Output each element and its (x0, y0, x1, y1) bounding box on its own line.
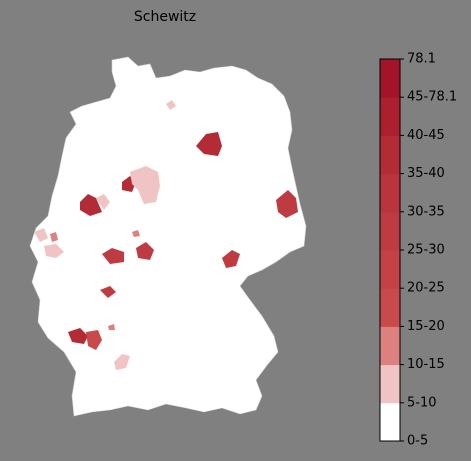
region (136, 242, 154, 260)
region (96, 194, 110, 210)
region (222, 250, 240, 268)
colorbar-bin (380, 173, 400, 213)
colorbar-label: 15-20 (407, 319, 445, 334)
colorbar-bin (380, 402, 400, 442)
colorbar-bin (380, 135, 400, 175)
colorbar: 0-5 5-10 10-15 15-20 20-25 25-30 30-35 35-40 40-… (379, 52, 457, 449)
region (114, 354, 130, 370)
region (34, 228, 48, 242)
germany-map (29, 56, 307, 417)
region (108, 324, 115, 330)
region (132, 230, 140, 237)
colorbar-bin (380, 364, 400, 404)
colorbar-label: 78.1 (407, 52, 436, 67)
region (102, 248, 124, 264)
country-outline (29, 56, 307, 417)
colorbar-label: 25-30 (407, 243, 445, 258)
region (50, 232, 58, 242)
region (68, 328, 88, 344)
region (100, 286, 116, 298)
colorbar-label: 30-35 (407, 204, 445, 219)
region (276, 190, 298, 218)
region (44, 244, 64, 258)
region (80, 194, 102, 216)
colorbar-bin (380, 288, 400, 327)
region (166, 100, 176, 110)
map-title: Schewitz (134, 9, 196, 25)
colorbar-label: 5-10 (407, 395, 437, 410)
colorbar-label: 35-40 (407, 166, 445, 181)
colorbar-label: 10-15 (407, 357, 445, 372)
colorbar-bin (380, 59, 400, 98)
colorbar-label: 0-5 (407, 434, 428, 449)
colorbar-bin (380, 97, 400, 136)
region (196, 132, 222, 156)
colorbar-label: 45-78.1 (407, 90, 457, 105)
colorbar-bin (380, 211, 400, 251)
colorbar-label: 20-25 (407, 281, 445, 296)
region (86, 330, 102, 350)
shaded-regions (34, 100, 298, 370)
colorbar-label: 40-45 (407, 128, 445, 143)
region (130, 166, 160, 204)
colorbar-bin (380, 326, 400, 366)
colorbar-bin (380, 250, 400, 289)
